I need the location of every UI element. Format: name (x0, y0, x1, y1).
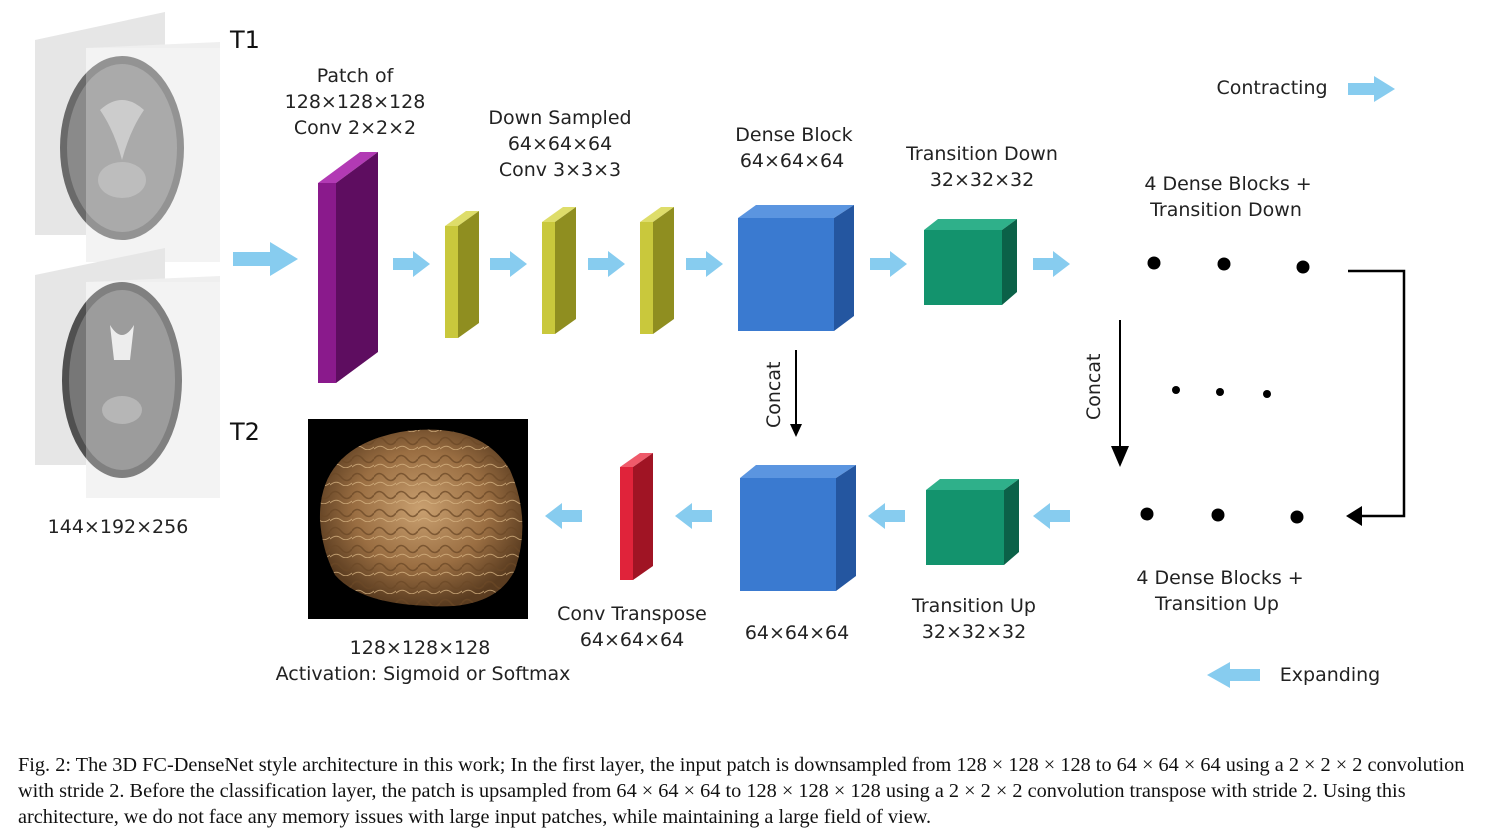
contracting-label: Contracting (1216, 77, 1327, 99)
figure-caption: Fig. 2: The 3D FC-DenseNet style archite… (18, 754, 1465, 828)
transition-up-label-line2: 32×32×32 (922, 621, 1026, 643)
concat-arrow-right (1111, 320, 1129, 467)
dense-block-cube (738, 205, 854, 331)
output-brain-image (308, 419, 528, 619)
patch-label-line1: Patch of (317, 65, 395, 87)
expanding-label: Expanding (1280, 664, 1380, 686)
patch-conv-block (318, 152, 378, 383)
output-size-label: 128×128×128 (350, 637, 491, 659)
concat-label-right: Concat (1083, 354, 1105, 420)
arrow-down1-to-down2 (490, 251, 527, 277)
expanding-arrow-icon (1207, 662, 1260, 688)
downsampled-label-line2: 64×64×64 (508, 133, 612, 155)
output-activation-label: Activation: Sigmoid or Softmax (276, 663, 571, 685)
arrow-patch-to-down1 (393, 251, 430, 277)
arrow-convt-to-output (545, 503, 582, 529)
architecture-diagram: T1 T2 144×192×256 Patch of 128×128×128 C… (35, 12, 1406, 688)
arrow-down2-to-down3 (588, 251, 625, 277)
downsample-block-1 (445, 211, 479, 338)
contracting-arrow-icon (1348, 76, 1395, 102)
patch-label-line2: 128×128×128 (285, 91, 426, 113)
arrow-down3-to-dense (686, 251, 723, 277)
dense-block-label-line2: 64×64×64 (740, 150, 844, 172)
transition-up-label-line1: Transition Up (911, 595, 1036, 617)
arrow-td-to-blocks (1033, 251, 1070, 277)
t2-input-image (35, 248, 220, 498)
t1-label: T1 (229, 26, 260, 54)
conv-transpose-block (620, 453, 653, 580)
arrow-blocks-to-tu (1033, 503, 1070, 529)
transition-down-cube (924, 219, 1017, 305)
concat-arrow-left (790, 350, 802, 437)
conv-transpose-label-line1: Conv Transpose (557, 603, 707, 625)
transition-up-cube (926, 479, 1019, 565)
blocks-down-label-line1: 4 Dense Blocks + (1144, 173, 1311, 195)
ellipsis-dots-top (1147, 256, 1310, 274)
dense-block-up-cube (740, 465, 856, 591)
blocks-up-label-line1: 4 Dense Blocks + (1136, 567, 1303, 589)
downsample-block-3 (640, 207, 674, 334)
blocks-up-label-line2: Transition Up (1154, 593, 1279, 615)
t1-input-image (35, 12, 220, 262)
arrow-dense-to-convt (675, 503, 712, 529)
ellipsis-dots-bottom (1140, 507, 1304, 524)
downsampled-label-line1: Down Sampled (488, 107, 631, 129)
arrow-dense-to-td (870, 251, 907, 277)
downsampled-label-line3: Conv 3×3×3 (499, 159, 621, 181)
arrow-tu-to-dense (868, 503, 905, 529)
input-size-label: 144×192×256 (48, 516, 189, 538)
patch-label-line3: Conv 2×2×2 (294, 117, 416, 139)
transition-down-label-line1: Transition Down (905, 143, 1058, 165)
ellipsis-dots-middle (1172, 386, 1271, 398)
t2-label: T2 (229, 418, 260, 446)
arrow-input-to-patch (233, 242, 298, 276)
concat-label-left: Concat (763, 362, 785, 428)
conv-transpose-label-line2: 64×64×64 (580, 629, 684, 651)
dense-block-label-line1: Dense Block (735, 124, 852, 146)
transition-down-label-line2: 32×32×32 (930, 169, 1034, 191)
downsample-block-2 (542, 207, 576, 334)
dense-block-up-size-label: 64×64×64 (745, 622, 849, 644)
blocks-down-label-line2: Transition Down (1149, 199, 1302, 221)
bottleneck-connector-arrow (1346, 269, 1406, 526)
